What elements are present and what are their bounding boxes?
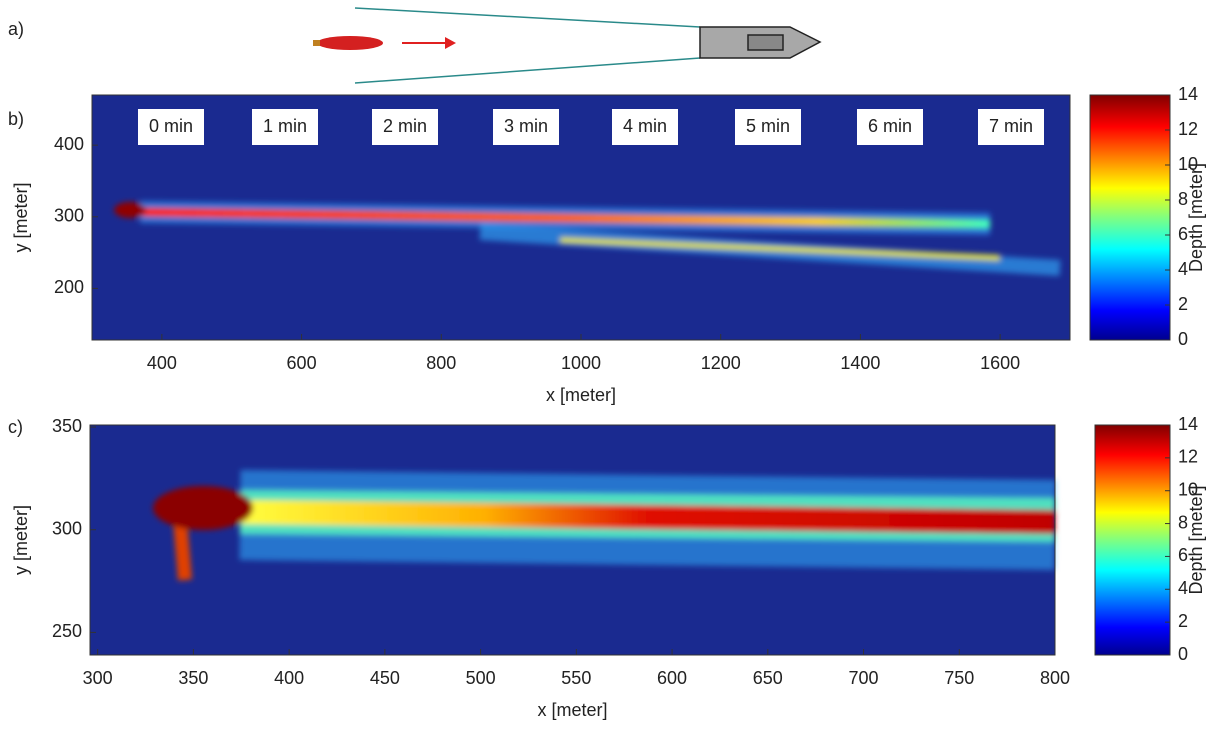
annotation: 7 min bbox=[989, 116, 1033, 136]
annotation-box bbox=[372, 109, 438, 145]
x-tick-label: 1000 bbox=[561, 353, 601, 373]
colorbar-tick-label: 0 bbox=[1178, 329, 1188, 349]
x-tick-label: 550 bbox=[561, 668, 591, 688]
x-tick-label: 700 bbox=[849, 668, 879, 688]
y-axis-label: y [meter] bbox=[11, 505, 31, 575]
x-tick-label: 400 bbox=[274, 668, 304, 688]
x-tick-label: 500 bbox=[466, 668, 496, 688]
annotation-box bbox=[612, 109, 678, 145]
panel-c: 300 350 400 450 500 550 600 650 700 750 800 250 300 3… bbox=[11, 414, 1206, 720]
annotation-box bbox=[252, 109, 318, 145]
y-tick-label: 350 bbox=[52, 416, 82, 436]
colorbar-tick-label: 2 bbox=[1178, 611, 1188, 631]
x-tick-label: 650 bbox=[753, 668, 783, 688]
x-tick-label: 450 bbox=[370, 668, 400, 688]
x-tick-label: 750 bbox=[944, 668, 974, 688]
y-tick-label: 300 bbox=[54, 206, 84, 226]
x-axis-label: x [meter] bbox=[546, 385, 616, 405]
wake bbox=[153, 470, 1056, 581]
annotation-box bbox=[493, 109, 559, 145]
y-tick-label: 300 bbox=[52, 518, 82, 538]
x-tick-label: 600 bbox=[287, 353, 317, 373]
colorbar-tick-label: 10 bbox=[1178, 479, 1198, 499]
annotation: 4 min bbox=[623, 116, 667, 136]
annotation: 2 min bbox=[383, 116, 427, 136]
annotation-box bbox=[857, 109, 923, 145]
annotation: 1 min bbox=[263, 116, 307, 136]
x-tick-label: 800 bbox=[426, 353, 456, 373]
x-tick-label: 1600 bbox=[980, 353, 1020, 373]
plot-frame bbox=[89, 424, 1056, 656]
colorbar-label: Depth [meter] bbox=[1186, 485, 1206, 594]
annotation: 5 min bbox=[746, 116, 790, 136]
y-axis-label: y [meter] bbox=[11, 182, 31, 252]
annotation-box bbox=[138, 109, 204, 145]
colorbar-tick-label: 4 bbox=[1178, 578, 1188, 598]
y-tick-label: 200 bbox=[54, 277, 84, 297]
annotation: 3 min bbox=[504, 116, 548, 136]
wake bbox=[114, 201, 1061, 276]
x-tick-label: 300 bbox=[83, 668, 113, 688]
colorbar-tick-label: 12 bbox=[1178, 447, 1198, 467]
colorbar-tick-label: 14 bbox=[1178, 414, 1198, 434]
x-tick-label: 350 bbox=[178, 668, 208, 688]
x-tick-label: 400 bbox=[147, 353, 177, 373]
x-tick-label: 1200 bbox=[701, 353, 741, 373]
x-tick-label: 600 bbox=[657, 668, 687, 688]
panel-label: b) bbox=[8, 109, 24, 129]
annotation: 6 min bbox=[868, 116, 912, 136]
annotation-box bbox=[735, 109, 801, 145]
colorbar-tick-label: 2 bbox=[1178, 294, 1188, 314]
colorbar-tick-label: 8 bbox=[1178, 512, 1188, 532]
panel-b: 400 600 800 1000 1200 1400 1600 200 300 400 x [met… bbox=[11, 84, 1206, 405]
colorbar-tick-label: 6 bbox=[1178, 545, 1188, 565]
colorbar-tick-label: 10 bbox=[1178, 154, 1198, 174]
annotation-box bbox=[978, 109, 1044, 145]
x-tick-label: 800 bbox=[1040, 668, 1070, 688]
y-tick-label: 400 bbox=[54, 134, 84, 154]
colorbar-tick-label: 12 bbox=[1178, 119, 1198, 139]
panel-label: c) bbox=[8, 417, 23, 437]
colorbar bbox=[1089, 94, 1171, 341]
colorbar bbox=[1094, 424, 1171, 656]
y-tick-label: 250 bbox=[52, 621, 82, 641]
panel-label: a) bbox=[8, 19, 24, 39]
colorbar-tick-label: 0 bbox=[1178, 644, 1188, 664]
x-tick-label: 1400 bbox=[840, 353, 880, 373]
schematic bbox=[313, 7, 822, 84]
annotation: 0 min bbox=[149, 116, 193, 136]
colorbar-tick-label: 4 bbox=[1178, 259, 1188, 279]
colorbar-tick-label: 8 bbox=[1178, 189, 1188, 209]
x-axis-label: x [meter] bbox=[537, 700, 607, 720]
colorbar-label: Depth [meter] bbox=[1186, 163, 1206, 272]
colorbar-tick-label: 14 bbox=[1178, 84, 1198, 104]
colorbar-tick-label: 6 bbox=[1178, 224, 1188, 244]
